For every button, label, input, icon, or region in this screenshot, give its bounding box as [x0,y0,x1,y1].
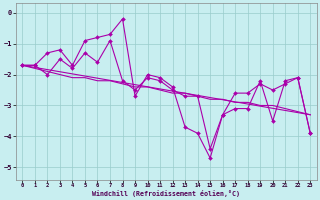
X-axis label: Windchill (Refroidissement éolien,°C): Windchill (Refroidissement éolien,°C) [92,190,240,197]
